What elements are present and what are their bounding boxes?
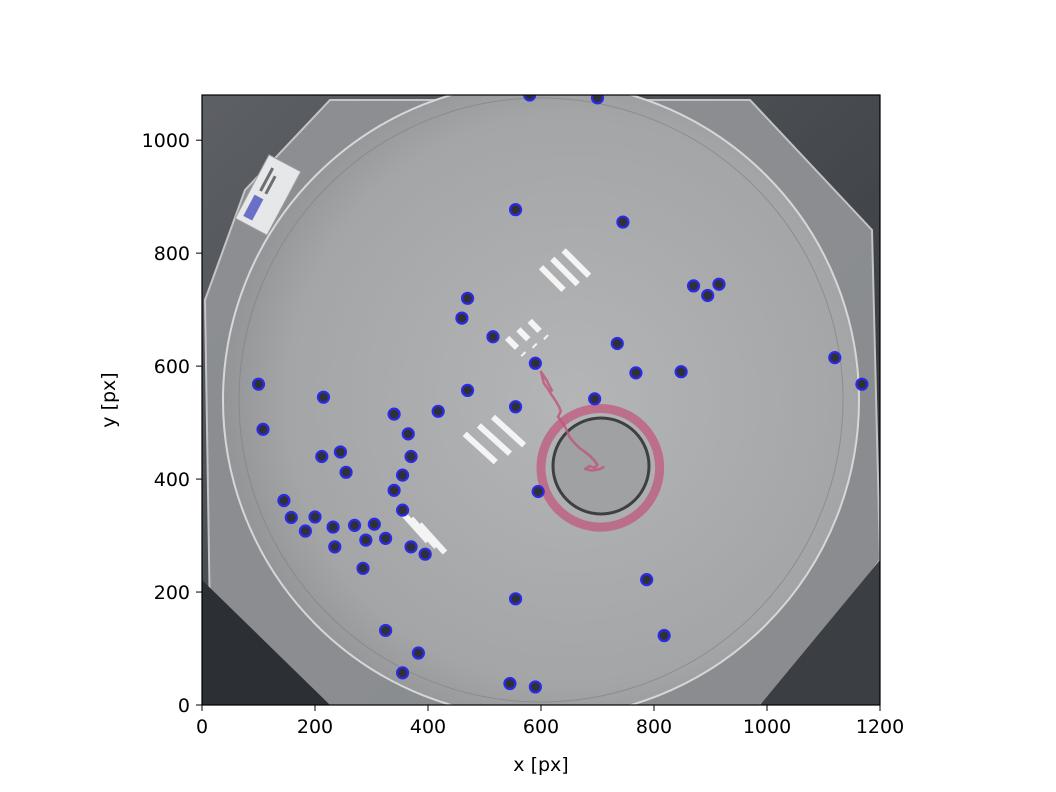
tracked-point-50: [411, 646, 425, 660]
tracked-point-1: [523, 95, 537, 102]
x-tick-label-4: 800: [636, 716, 672, 738]
tracked-point-8: [455, 311, 469, 325]
tracked-point-23: [256, 422, 270, 436]
tracked-point-24: [401, 427, 415, 441]
tracked-point-45: [356, 561, 370, 575]
tracked-point-17: [316, 390, 331, 404]
target-ring: [536, 403, 665, 532]
y-tick-label-0: 0: [178, 695, 190, 717]
tracked-point-52: [503, 676, 517, 691]
x-tick-label-3: 600: [523, 716, 559, 738]
stripe-0-1: [550, 256, 580, 287]
tracked-point-13: [674, 365, 688, 379]
tracked-point-2: [508, 203, 523, 217]
tracked-point-32: [277, 493, 291, 508]
tracked-point-7: [701, 288, 715, 303]
label-card: [234, 154, 302, 236]
y-axis-label: y [px]: [98, 372, 120, 427]
tracked-point-51: [395, 666, 410, 680]
tracked-point-49: [379, 623, 393, 638]
tracked-point-9: [486, 330, 500, 344]
tracked-point-11: [528, 356, 542, 370]
arena-floor: [222, 95, 860, 705]
tracked-point-10: [610, 336, 624, 351]
y-tick-label-4: 800: [154, 243, 190, 265]
tracked-point-48: [657, 628, 671, 643]
arena-photo: [202, 95, 880, 705]
tracked-point-42: [328, 540, 342, 554]
tracked-point-39: [298, 524, 312, 538]
tracked-point-34: [284, 510, 298, 525]
stripe-3-2: [417, 522, 448, 555]
tracked-point-27: [404, 449, 418, 464]
stripe-0-2: [561, 248, 592, 278]
stripe-0-0: [538, 265, 566, 292]
tracked-point-5: [686, 279, 701, 293]
tracked-point-40: [359, 533, 373, 547]
arena-inner-edge: [238, 97, 844, 703]
stripe-1-0: [504, 335, 527, 357]
tracked-point-6: [712, 277, 726, 291]
x-tick-label-0: 0: [196, 716, 208, 738]
stripe-2-0: [462, 431, 498, 465]
y-tick-label-1: 200: [154, 582, 190, 604]
tracked-point-19: [588, 392, 602, 406]
tracked-point-44: [418, 547, 432, 561]
tracked-point-41: [379, 531, 393, 545]
trajectory-line: [539, 370, 605, 472]
stripe-1-2: [527, 318, 549, 340]
x-tick-label-6: 1200: [856, 716, 904, 738]
tracked-point-46: [640, 573, 654, 587]
target-dish: [551, 416, 651, 516]
tracked-point-14: [828, 351, 842, 365]
stripe-2-2: [490, 414, 527, 448]
tracked-point-43: [404, 540, 418, 554]
tracked-point-4: [460, 291, 475, 305]
tracked-point-12: [629, 366, 643, 380]
x-tick-label-1: 200: [297, 716, 333, 738]
tracked-point-20: [508, 400, 523, 414]
tracked-point-18: [460, 383, 475, 397]
tracked-point-37: [347, 518, 362, 532]
tracked-point-26: [315, 449, 329, 464]
tracked-point-31: [531, 484, 545, 499]
tracked-point-3: [616, 215, 630, 229]
x-tick-label-5: 1000: [743, 716, 791, 738]
tracked-point-22: [387, 407, 401, 421]
tracked-point-0: [590, 95, 605, 105]
tracked-point-29: [395, 468, 410, 482]
x-axis: 0 200 400 600 800 1000 1200: [196, 705, 904, 738]
tracked-point-16: [251, 377, 266, 391]
x-tick-label-2: 400: [410, 716, 446, 738]
y-axis: 0 200 400 600 800 1000: [142, 130, 202, 717]
tracked-point-47: [508, 592, 523, 606]
tracked-point-15: [855, 377, 869, 391]
stripe-patterns: [400, 248, 592, 555]
tracked-point-36: [326, 520, 340, 534]
tracked-point-21: [431, 404, 445, 418]
tracked-point-53: [528, 680, 542, 694]
y-tick-label-3: 600: [154, 356, 190, 378]
y-tick-label-5: 1000: [142, 130, 190, 152]
stripe-2-1: [476, 423, 512, 456]
x-axis-label: x [px]: [513, 754, 568, 776]
tracked-point-35: [308, 510, 322, 524]
tracked-point-38: [367, 517, 381, 531]
y-tick-label-2: 400: [154, 469, 190, 491]
tracked-point-30: [387, 483, 401, 497]
stripe-1-1: [516, 327, 538, 349]
tracked-point-25: [333, 445, 348, 459]
tracked-point-33: [395, 503, 410, 517]
tracked-point-28: [339, 465, 353, 479]
